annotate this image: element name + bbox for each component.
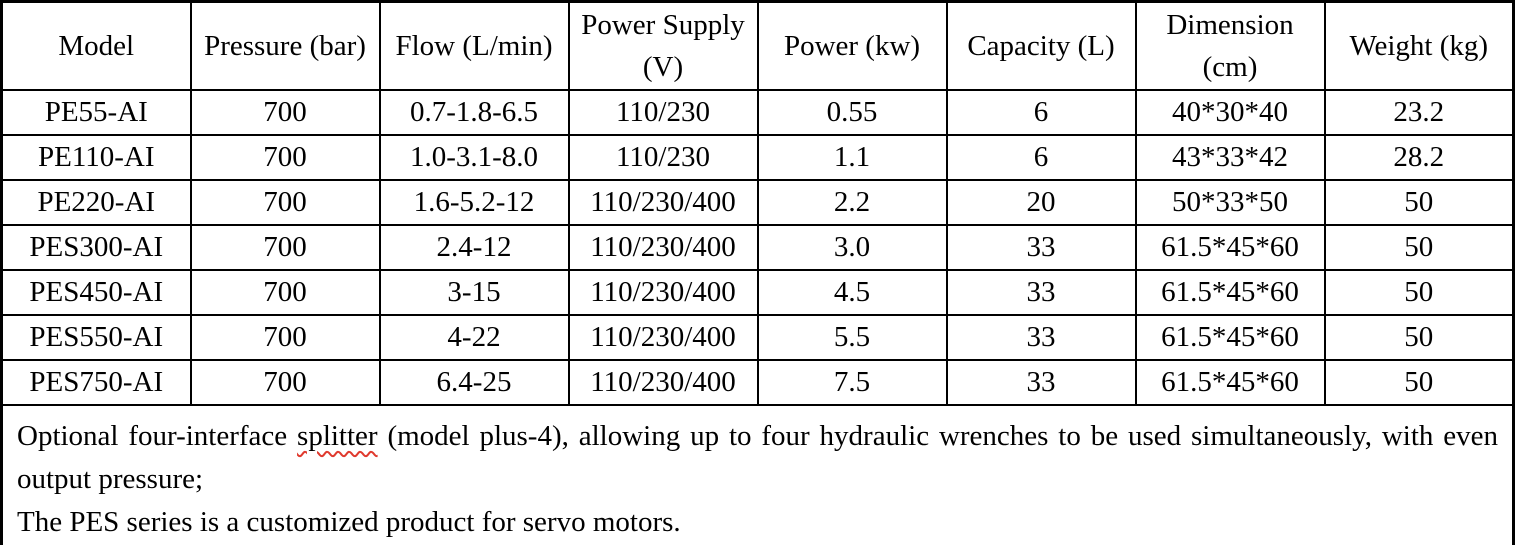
header-row: Model Pressure (bar) Flow (L/min) Power …	[0, 0, 1515, 91]
cell-dimension: 43*33*42	[1134, 133, 1326, 181]
cell-dimension: 50*33*50	[1134, 178, 1326, 226]
column-header-capacity: Capacity (L)	[945, 0, 1137, 91]
table-row: PE55-AI 700 0.7-1.8-6.5 110/230 0.55 6 4…	[0, 88, 1515, 136]
misspelled-word: splitter	[297, 419, 378, 452]
cell-model: PES550-AI	[0, 313, 192, 361]
cell-weight: 28.2	[1323, 133, 1515, 181]
note-pes-series: The PES series is a customized product f…	[17, 505, 681, 538]
column-header-pressure: Pressure (bar)	[189, 0, 381, 91]
cell-power: 0.55	[756, 88, 948, 136]
cell-power-supply: 110/230/400	[567, 268, 759, 316]
cell-weight: 23.2	[1323, 88, 1515, 136]
cell-power: 5.5	[756, 313, 948, 361]
cell-model: PE110-AI	[0, 133, 192, 181]
cell-flow: 6.4-25	[378, 358, 570, 406]
cell-flow: 3-15	[378, 268, 570, 316]
cell-power: 3.0	[756, 223, 948, 271]
table-row: PES300-AI 700 2.4-12 110/230/400 3.0 33 …	[0, 223, 1515, 271]
cell-model: PES300-AI	[0, 223, 192, 271]
cell-pressure: 700	[189, 358, 381, 406]
cell-weight: 50	[1323, 268, 1515, 316]
cell-power-supply: 110/230/400	[567, 358, 759, 406]
cell-model: PES450-AI	[0, 268, 192, 316]
cell-dimension: 61.5*45*60	[1134, 313, 1326, 361]
cell-power-supply: 110/230/400	[567, 178, 759, 226]
table-row: PE220-AI 700 1.6-5.2-12 110/230/400 2.2 …	[0, 178, 1515, 226]
cell-pressure: 700	[189, 313, 381, 361]
cell-weight: 50	[1323, 358, 1515, 406]
cell-power-supply: 110/230	[567, 88, 759, 136]
cell-model: PE55-AI	[0, 88, 192, 136]
note-splitter-option: Optional four-interface splitter (model …	[17, 415, 1498, 501]
cell-dimension: 61.5*45*60	[1134, 223, 1326, 271]
cell-capacity: 33	[945, 313, 1137, 361]
cell-flow: 0.7-1.8-6.5	[378, 88, 570, 136]
table-row: PES450-AI 700 3-15 110/230/400 4.5 33 61…	[0, 268, 1515, 316]
cell-power: 7.5	[756, 358, 948, 406]
column-header-dimension: Dimension (cm)	[1134, 0, 1326, 91]
column-header-power-supply: Power Supply (V)	[567, 0, 759, 91]
cell-capacity: 20	[945, 178, 1137, 226]
table-row: PE110-AI 700 1.0-3.1-8.0 110/230 1.1 6 4…	[0, 133, 1515, 181]
cell-weight: 50	[1323, 223, 1515, 271]
notes-cell: Optional four-interface splitter (model …	[0, 403, 1515, 545]
note-text-after: (model plus-4), allowing up to four hydr…	[17, 419, 1498, 495]
cell-flow: 1.6-5.2-12	[378, 178, 570, 226]
cell-capacity: 6	[945, 88, 1137, 136]
cell-power-supply: 110/230/400	[567, 313, 759, 361]
cell-capacity: 6	[945, 133, 1137, 181]
cell-pressure: 700	[189, 178, 381, 226]
cell-pressure: 700	[189, 88, 381, 136]
note-text-before: Optional four-interface	[17, 419, 298, 452]
cell-power-supply: 110/230	[567, 133, 759, 181]
table-row: PES550-AI 700 4-22 110/230/400 5.5 33 61…	[0, 313, 1515, 361]
column-header-flow: Flow (L/min)	[378, 0, 570, 91]
cell-capacity: 33	[945, 223, 1137, 271]
cell-model: PE220-AI	[0, 178, 192, 226]
cell-power: 1.1	[756, 133, 948, 181]
cell-power: 2.2	[756, 178, 948, 226]
cell-pressure: 700	[189, 268, 381, 316]
cell-power: 4.5	[756, 268, 948, 316]
column-header-model: Model	[0, 0, 192, 91]
cell-dimension: 61.5*45*60	[1134, 268, 1326, 316]
cell-dimension: 61.5*45*60	[1134, 358, 1326, 406]
cell-flow: 2.4-12	[378, 223, 570, 271]
column-header-weight: Weight (kg)	[1323, 0, 1515, 91]
table-row: PES750-AI 700 6.4-25 110/230/400 7.5 33 …	[0, 358, 1515, 406]
cell-model: PES750-AI	[0, 358, 192, 406]
cell-flow: 1.0-3.1-8.0	[378, 133, 570, 181]
cell-flow: 4-22	[378, 313, 570, 361]
cell-capacity: 33	[945, 358, 1137, 406]
cell-pressure: 700	[189, 133, 381, 181]
cell-pressure: 700	[189, 223, 381, 271]
cell-weight: 50	[1323, 178, 1515, 226]
cell-capacity: 33	[945, 268, 1137, 316]
column-header-power: Power (kw)	[756, 0, 948, 91]
cell-power-supply: 110/230/400	[567, 223, 759, 271]
cell-dimension: 40*30*40	[1134, 88, 1326, 136]
cell-weight: 50	[1323, 313, 1515, 361]
notes-row: Optional four-interface splitter (model …	[0, 403, 1515, 545]
